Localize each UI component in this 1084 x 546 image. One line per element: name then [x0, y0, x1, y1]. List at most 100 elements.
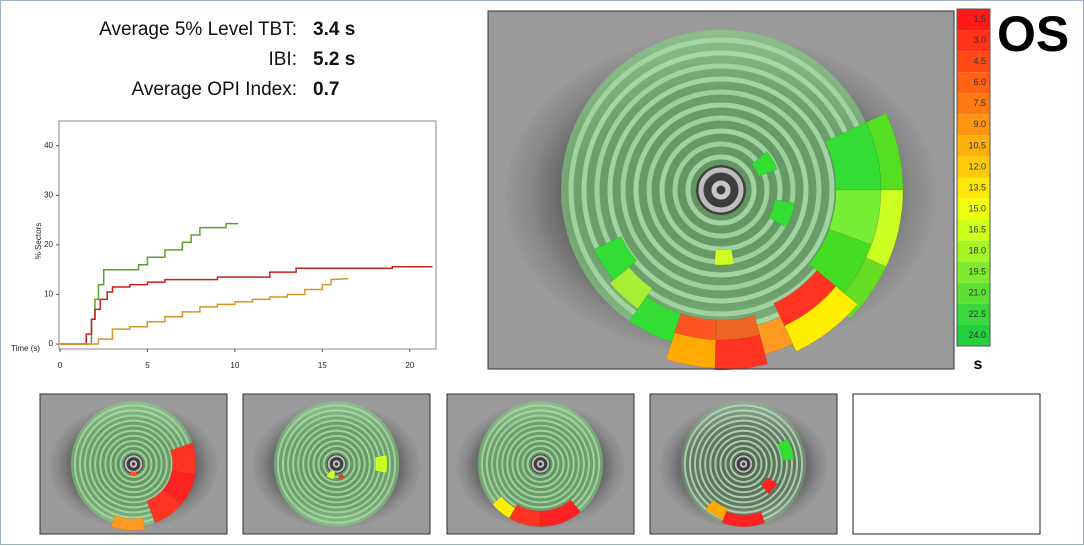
- sector-overlay: [683, 466, 736, 496]
- x-axis-label: Time (s): [11, 344, 40, 353]
- sector-overlay: [320, 473, 337, 527]
- scale-label: 18.0: [968, 246, 986, 256]
- sector: [865, 189, 904, 268]
- scale-label: 7.5: [973, 98, 986, 108]
- series-line: [60, 277, 349, 345]
- sector: [865, 112, 904, 191]
- eye-image: [242, 393, 431, 535]
- placido-ring: [694, 414, 793, 514]
- eye-image: [39, 393, 228, 535]
- sector-overlay: [746, 403, 775, 456]
- eye-frame: [39, 393, 228, 535]
- sector-overlay: [733, 51, 835, 173]
- sector-overlay: [305, 403, 334, 456]
- scale-cell: [957, 198, 990, 220]
- sector-overlay: [341, 470, 381, 519]
- sector-overlay: [689, 468, 737, 509]
- sector-overlay: [496, 409, 536, 458]
- sector: [784, 286, 858, 352]
- sector-overlay: [524, 401, 541, 455]
- scale-cell: [957, 282, 990, 304]
- scale-label: 24.0: [968, 330, 986, 340]
- sector-overlay: [743, 401, 760, 455]
- sector-overlay: [320, 401, 337, 455]
- sector-overlay: [133, 473, 150, 527]
- sector-overlay: [540, 401, 557, 455]
- sector: [628, 296, 682, 343]
- y-tick-label: 40: [44, 141, 53, 150]
- sector-overlay: [344, 432, 397, 462]
- sector-overlay: [477, 464, 532, 481]
- placido-ring: [327, 455, 346, 473]
- sector-overlay: [102, 403, 131, 456]
- scale-cell: [957, 177, 990, 199]
- stat-value: 5.2 s: [313, 49, 355, 70]
- sector-overlay: [117, 401, 134, 455]
- sector-overlay: [339, 472, 368, 525]
- sector-overlay: [607, 51, 709, 173]
- sector: [374, 454, 388, 474]
- placido-ring: [739, 460, 748, 468]
- sector-overlay: [276, 466, 329, 496]
- sector-overlay: [341, 409, 381, 458]
- scale-cell: [957, 72, 990, 94]
- stat-label: Average OPI Index:: [132, 79, 297, 100]
- sector-overlay: [742, 110, 876, 184]
- sector: [110, 515, 146, 531]
- sector: [768, 199, 796, 228]
- sector: [705, 499, 728, 520]
- x-tick-label: 0: [58, 361, 63, 370]
- scale-label: 3.0: [973, 35, 986, 45]
- sector-overlay: [343, 468, 391, 509]
- sector: [163, 470, 196, 505]
- sector-overlay: [339, 403, 368, 456]
- scale-cell: [957, 303, 990, 325]
- sector-overlay: [282, 468, 330, 509]
- scale-cell: [957, 324, 990, 346]
- scale-label: 10.5: [968, 140, 986, 150]
- sector-overlay: [689, 419, 737, 460]
- sector-overlay: [547, 468, 595, 509]
- scale-label: 9.0: [973, 119, 986, 129]
- scale-cell: [957, 240, 990, 262]
- sector-overlay: [89, 470, 129, 519]
- sector-overlay: [336, 473, 353, 527]
- sector-overlay: [721, 214, 763, 350]
- sector-overlay: [136, 403, 165, 456]
- eye-image: [446, 393, 635, 535]
- sector-overlay: [721, 30, 763, 166]
- sector: [714, 334, 768, 371]
- sector-overlay: [752, 464, 807, 481]
- y-tick-label: 20: [44, 240, 53, 249]
- sector-overlay: [273, 447, 328, 464]
- sector-overlay: [641, 35, 715, 169]
- sector-overlay: [545, 409, 585, 458]
- scale-label: 21.0: [968, 288, 986, 298]
- sector-overlay: [276, 432, 329, 462]
- sector-overlay: [79, 419, 127, 460]
- sector-overlay: [344, 466, 397, 496]
- placido-ring: [704, 424, 783, 504]
- sector: [674, 313, 717, 341]
- sector: [169, 442, 197, 476]
- sector-overlay: [561, 148, 697, 190]
- sector-overlay: [547, 419, 595, 460]
- sector-overlay: [746, 472, 775, 525]
- sector-overlay: [486, 468, 534, 509]
- x-tick-label: 10: [230, 361, 239, 370]
- stat-value: 0.7: [313, 79, 339, 100]
- sector-overlay: [727, 473, 744, 527]
- sector-overlay: [751, 432, 804, 462]
- sector-overlay: [89, 409, 129, 458]
- sector: [338, 473, 345, 480]
- scale-cell: [957, 261, 990, 283]
- sector-overlay: [305, 472, 334, 525]
- eye-image: [649, 393, 838, 535]
- placido-ring: [724, 445, 763, 483]
- plot-frame: [58, 120, 437, 350]
- sector-overlay: [699, 409, 739, 458]
- sector: [721, 511, 766, 527]
- sector: [777, 438, 795, 461]
- placido-ring: [711, 180, 731, 200]
